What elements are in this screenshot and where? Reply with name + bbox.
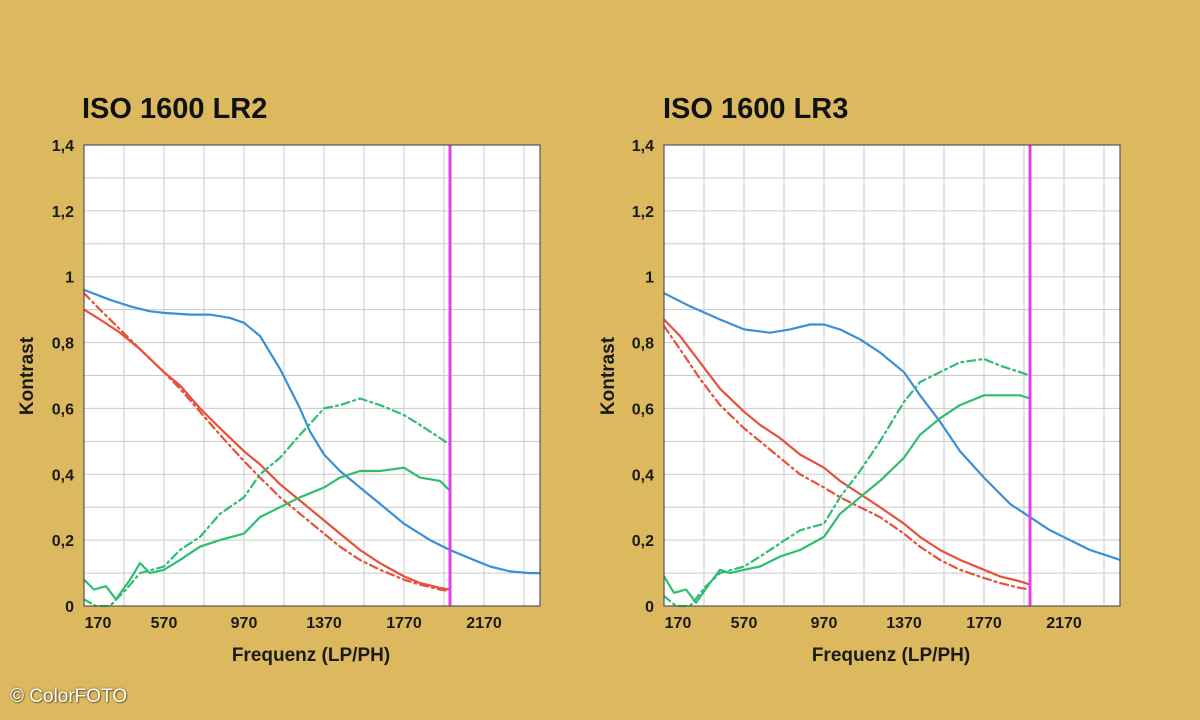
x-tick-label: 1370 [886, 615, 922, 632]
x-tick-label: 970 [231, 615, 258, 632]
chart-title: ISO 1600 LR2 [82, 93, 267, 125]
y-tick-label: 1,4 [52, 138, 74, 155]
y-tick-label: 0,6 [52, 401, 74, 418]
x-tick-label: 1370 [306, 615, 342, 632]
y-tick-label: 0,4 [52, 467, 74, 484]
y-tick-label: 0,4 [632, 467, 654, 484]
series-line-green-dashdot [662, 357, 1032, 608]
x-axis-label: Frequenz (LP/PH) [812, 645, 970, 666]
chart-iso1600-lr3: ISO 1600 LR3 0 0,2 0,4 0,6 0,8 1 1,2 1,4 170 570… [598, 93, 1122, 666]
plot-frame [663, 144, 1121, 607]
x-tick-label: 170 [665, 615, 692, 632]
y-tick-label: 0,8 [52, 336, 74, 353]
x-tick-label: 170 [85, 615, 112, 632]
y-tick-labels: 0 0,2 0,4 0,6 0,8 1 1,2 1,4 [632, 138, 654, 616]
y-tick-label: 0,2 [52, 533, 74, 550]
x-tick-label: 2170 [466, 615, 502, 632]
series-line-red [662, 318, 1032, 586]
y-tick-label: 0 [65, 599, 74, 616]
y-tick-label: 0,2 [632, 533, 654, 550]
y-axis-label: Kontrast [17, 336, 38, 415]
y-tick-label: 1 [645, 270, 654, 287]
y-tick-label: 0 [645, 599, 654, 616]
series-line-green-dashdot [82, 397, 452, 608]
x-tick-label: 2170 [1046, 615, 1082, 632]
y-tick-label: 0,6 [632, 401, 654, 418]
y-tick-label: 1 [65, 270, 74, 287]
series-line-green [662, 394, 1032, 604]
series-line-red-dashdot [82, 292, 452, 593]
series-line-blue [82, 288, 542, 575]
series-lines [662, 292, 1122, 608]
x-tick-labels: 170 570 970 1370 1770 2170 [665, 615, 1082, 632]
x-tick-label: 570 [731, 615, 758, 632]
copyright-notice: © ColorFOTO [10, 686, 128, 707]
series-lines [82, 288, 542, 608]
x-tick-label: 1770 [966, 615, 1002, 632]
y-tick-label: 1,2 [52, 204, 74, 221]
y-tick-label: 0,8 [632, 336, 654, 353]
chart-title: ISO 1600 LR3 [663, 93, 848, 125]
x-tick-label: 970 [811, 615, 838, 632]
y-tick-label: 1,4 [632, 138, 654, 155]
y-tick-label: 1,2 [632, 204, 654, 221]
plot-frame [83, 144, 541, 607]
chart-iso1600-lr2: ISO 1600 LR2 0 0,2 0,4 0,6 0,8 1 1,2 1,4 170 570… [17, 93, 542, 666]
series-line-blue [662, 292, 1122, 561]
x-axis-label: Frequenz (LP/PH) [232, 645, 390, 666]
y-tick-labels: 0 0,2 0,4 0,6 0,8 1 1,2 1,4 [52, 138, 74, 616]
series-line-red-dashdot [662, 325, 1032, 591]
x-tick-labels: 170 570 970 1370 1770 2170 [85, 615, 502, 632]
y-axis-label: Kontrast [598, 336, 619, 415]
x-tick-label: 1770 [386, 615, 422, 632]
x-tick-label: 570 [151, 615, 178, 632]
series-line-green [82, 466, 452, 601]
